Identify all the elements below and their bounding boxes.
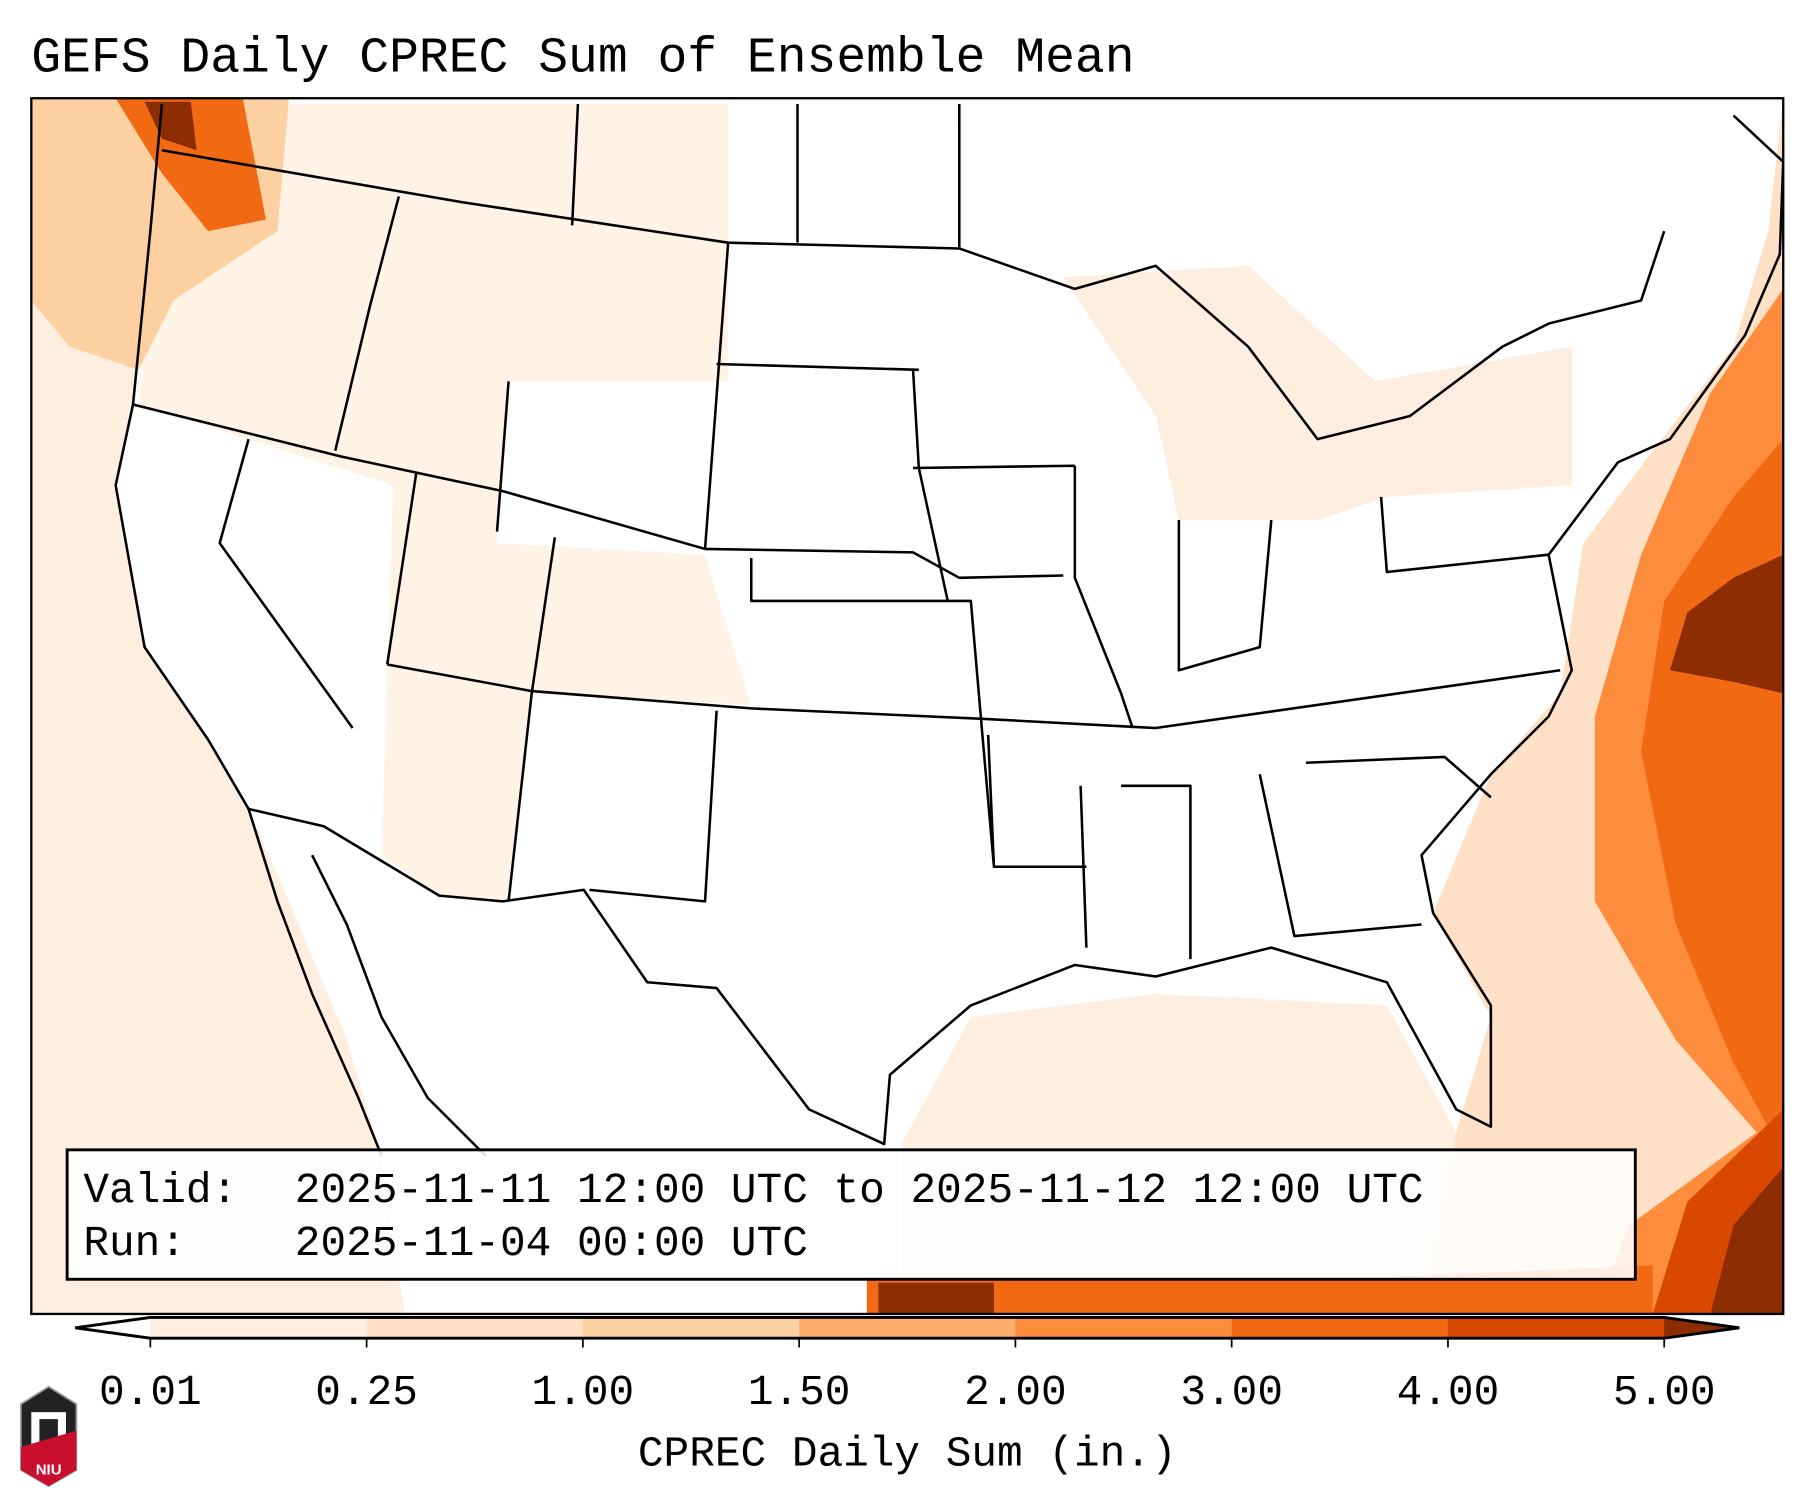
- colorbar-bin: [366, 1317, 584, 1339]
- info-box: Valid: 2025-11-11 12:00 UTC to 2025-11-1…: [65, 1148, 1637, 1281]
- colorbar-bin: [150, 1317, 368, 1339]
- colorbar-over-extend: [1664, 1317, 1740, 1339]
- figure-title: GEFS Daily CPREC Sum of Ensemble Mean: [31, 31, 1134, 87]
- shading-caribbean-core: [1710, 1167, 1784, 1314]
- colorbar-under-extend: [75, 1317, 151, 1339]
- colorbar-bin: [582, 1317, 800, 1339]
- run-value: 2025-11-04 00:00 UTC: [295, 1219, 808, 1268]
- valid-label: Valid:: [83, 1166, 237, 1215]
- shading-atlantic-core: [1669, 554, 1784, 694]
- map-panel: [31, 98, 1784, 1314]
- colorbar-bin: [1231, 1317, 1449, 1339]
- shading-pacific-max: [144, 101, 197, 151]
- shading-great-lakes: [1063, 265, 1572, 521]
- niu-logo: NIU: [20, 1385, 78, 1488]
- shading-south-core: [878, 1282, 994, 1314]
- colorbar-tick-label: 0.25: [315, 1368, 418, 1417]
- colorbar-tick-label: 0.01: [99, 1368, 202, 1417]
- svg-text:NIU: NIU: [36, 1462, 62, 1479]
- colorbar-label: CPREC Daily Sum (in.): [638, 1429, 1177, 1478]
- shading-pacific: [31, 98, 405, 1314]
- colorbar-tick-label: 1.00: [532, 1368, 635, 1417]
- colorbar-tick-label: 2.00: [964, 1368, 1067, 1417]
- baja-coast: [247, 808, 487, 1157]
- colorbar-bin: [799, 1317, 1016, 1339]
- run-label: Run:: [83, 1219, 186, 1268]
- colorbar-tick-label: 3.00: [1180, 1368, 1283, 1417]
- shading-west-land: [138, 104, 752, 902]
- colorbar-bin: [1447, 1317, 1665, 1339]
- state-lines: [132, 103, 1561, 960]
- shading-pacific-nw-core: [115, 98, 266, 232]
- colorbar-tick-label: 4.00: [1397, 1368, 1500, 1417]
- colorbar-tick-label: 5.00: [1613, 1368, 1716, 1417]
- colorbar: 0.01 0.25 1.00 1.50 2.00 3.00 4.00 5.00: [75, 1315, 1740, 1417]
- colorbar-bin: [1015, 1317, 1233, 1339]
- valid-value: 2025-11-11 12:00 UTC to 2025-11-12 12:00…: [295, 1166, 1424, 1215]
- map-frame: [30, 97, 1785, 1316]
- colorbar-tick-label: 1.50: [748, 1368, 851, 1417]
- conus-outline: [114, 103, 1784, 1146]
